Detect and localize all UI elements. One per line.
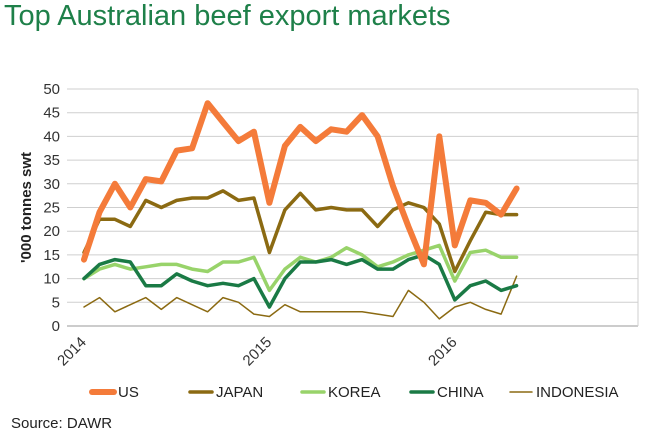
chart-title: Top Australian beef export markets	[4, 0, 451, 32]
y-tick-label: 15	[43, 247, 60, 264]
y-tick-label: 45	[43, 105, 60, 122]
y-tick-label: 20	[43, 223, 60, 240]
legend-label-us: US	[118, 384, 139, 401]
series-line-us	[81, 100, 520, 268]
series-line-japan	[82, 189, 519, 274]
source-note: Source: DAWR	[11, 415, 113, 432]
legend-label-japan: JAPAN	[216, 384, 263, 401]
series-line-china	[82, 253, 519, 309]
y-tick-label: 10	[43, 271, 60, 288]
legend-label-china: CHINA	[437, 384, 484, 401]
y-tick-label: 25	[43, 200, 60, 217]
legend-label-indonesia: INDONESIA	[536, 384, 619, 401]
series-line-indonesia	[83, 275, 518, 320]
legend-label-korea: KOREA	[328, 384, 381, 401]
x-tick-label: 2016	[425, 334, 461, 370]
y-tick-label: 40	[43, 128, 60, 145]
series-line-korea	[82, 243, 519, 293]
x-tick-label: 2015	[240, 334, 276, 370]
y-tick-label: 5	[52, 294, 60, 311]
y-tick-label: 35	[43, 152, 60, 169]
y-tick-label: 30	[43, 176, 60, 193]
y-tick-label: 0	[52, 318, 60, 335]
x-tick-label: 2014	[54, 334, 90, 370]
y-tick-label: 50	[43, 81, 60, 98]
y-axis-label: '000 tonnes swt	[18, 152, 35, 263]
